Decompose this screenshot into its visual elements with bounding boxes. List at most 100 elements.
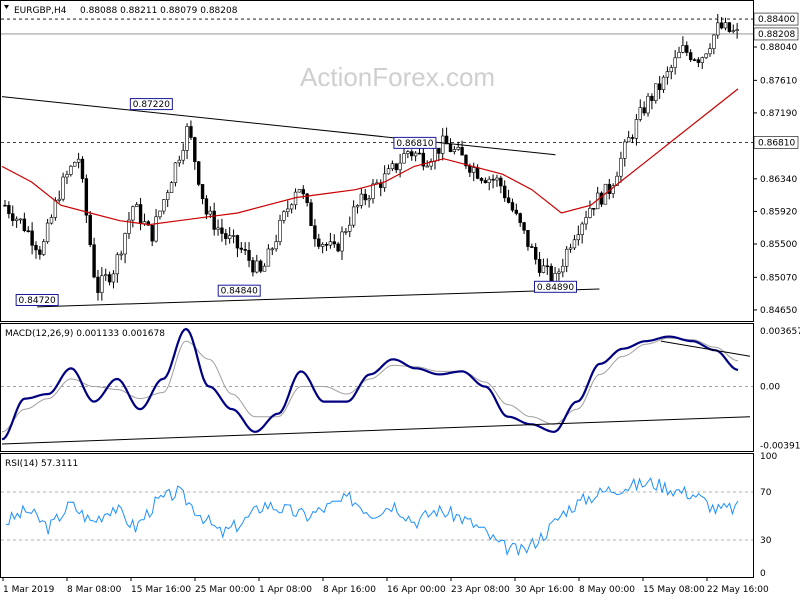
rsi-plot: 100 70 30 0: [1, 452, 777, 579]
candle-body: [270, 248, 274, 251]
candle-body: [11, 213, 15, 221]
candle-body: [495, 177, 499, 181]
time-axis: 1 Mar 2019 8 Mar 08:00 15 Mar 16:00 25 Mar …: [2, 577, 769, 595]
ma-line: [1, 88, 739, 226]
candle-body: [26, 230, 30, 233]
candle-body: [402, 153, 406, 164]
candle-body: [382, 173, 387, 188]
macd-tick-label: 0.003657: [760, 327, 800, 337]
candle-body: [611, 185, 615, 194]
macd-title: MACD(12,26,9) 0.001133 0.001678: [5, 329, 165, 339]
candle-body: [692, 59, 697, 61]
time-tick-label: 8 Apr 16:00: [323, 585, 376, 595]
candle-body: [661, 76, 666, 90]
candle-body: [336, 243, 340, 252]
rsi-tick-label: 100: [760, 452, 777, 462]
time-tick-label: 15 May 08:00: [643, 585, 705, 595]
candle-body: [413, 152, 418, 157]
candle-body: [483, 180, 488, 183]
candle-body: [487, 178, 491, 183]
candle-body: [247, 250, 251, 261]
chart-header-symbol: EURGBP,H4: [14, 6, 67, 16]
price-tick-label: 0.85500: [760, 240, 797, 250]
candle-body: [305, 193, 309, 203]
candle-body: [135, 204, 139, 208]
candle-body: [584, 217, 588, 225]
candle-body: [239, 247, 243, 250]
candle-body: [185, 126, 189, 151]
candle-body: [61, 176, 65, 200]
candle-body: [417, 152, 422, 155]
candle-body: [107, 274, 112, 283]
annotation-label: 0.84840: [221, 287, 258, 297]
candle-body: [235, 235, 240, 249]
candle-body: [96, 276, 100, 293]
candle-body: [204, 198, 209, 215]
candle-body: [309, 202, 313, 227]
candle-body: [193, 137, 197, 162]
candle-body: [421, 152, 426, 167]
rsi-tick-label: 70: [760, 488, 772, 498]
time-tick-label: 1 Mar 2019: [3, 585, 55, 595]
candle-body: [437, 147, 441, 154]
candle-body: [708, 48, 712, 55]
candle-body: [704, 53, 708, 58]
candle-body: [452, 149, 457, 152]
time-tick-label: 8 Mar 08:00: [67, 585, 122, 595]
candle-body: [320, 244, 325, 247]
time-tick-label: 25 Mar 00:00: [195, 585, 255, 595]
candle-body: [576, 234, 581, 241]
candle-body: [425, 165, 429, 168]
candle-body: [723, 22, 728, 29]
candle-body: [406, 151, 410, 154]
macd-signal-line: [1, 337, 739, 433]
candle-body: [623, 141, 627, 159]
candle-body: [278, 219, 282, 242]
candle-body: [572, 239, 577, 249]
candle-body: [735, 29, 739, 31]
candle-body: [220, 227, 224, 234]
candle-body: [386, 168, 391, 175]
price-tick-label: 0.87610: [760, 76, 797, 86]
candle-body: [394, 163, 398, 171]
macd-main-line: [1, 327, 739, 441]
time-tick-label: 30 Apr 16:00: [515, 585, 574, 595]
candle-body: [650, 95, 654, 101]
candle-body: [371, 183, 375, 199]
price-level-box: [753, 27, 799, 41]
price-tick-label: 0.85920: [760, 207, 797, 217]
candle-body: [22, 218, 27, 232]
candle-body: [619, 158, 623, 177]
annotation-label: 0.84890: [537, 283, 574, 293]
candle-body: [92, 244, 96, 278]
candle-body: [630, 137, 635, 139]
candle-body: [196, 161, 201, 185]
candle-body: [510, 202, 515, 211]
candle-body: [433, 147, 437, 162]
candle-body: [162, 199, 166, 212]
candle-body: [282, 211, 286, 221]
price-trendline-1: [37, 288, 600, 308]
candle-body: [545, 265, 550, 268]
time-tick-label: 8 May 00:00: [579, 585, 635, 595]
candle-body: [568, 247, 573, 250]
candle-body: [626, 137, 631, 143]
candle-body: [73, 161, 77, 167]
candle-body: [274, 241, 278, 250]
candle-body: [344, 231, 348, 233]
candle-body: [526, 229, 530, 247]
candle-body: [169, 182, 174, 193]
candle-body: [541, 265, 546, 273]
candle-body: [351, 206, 356, 226]
macd-tick-label: 0.00: [760, 382, 780, 392]
candle-body: [332, 241, 336, 245]
candle-body: [181, 150, 185, 161]
candle-body: [65, 174, 69, 178]
candle-body: [212, 210, 216, 230]
candle-body: [588, 207, 592, 218]
candle-body: [18, 218, 23, 221]
price-tick-label: 0.85070: [760, 273, 797, 283]
candle-body: [533, 246, 538, 260]
candle-body: [468, 165, 472, 173]
candle-body: [514, 209, 519, 214]
